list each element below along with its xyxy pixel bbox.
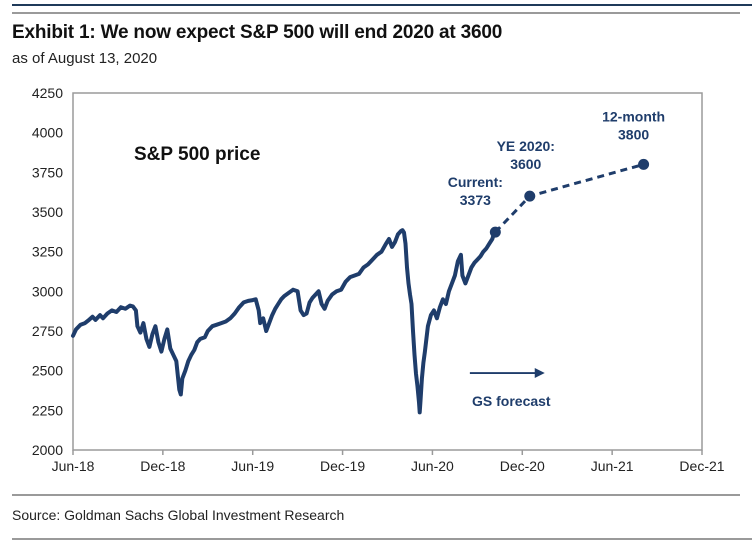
inner-chart-label: S&P 500 price <box>134 144 260 165</box>
x-tick-label: Dec-20 <box>500 458 545 474</box>
y-axis-labels: 2000 2250 2500 2750 3000 3250 3500 3750 4000 4250 <box>32 85 63 458</box>
x-tick-label: Jun-21 <box>591 458 634 474</box>
y-tick-label: 3500 <box>32 204 63 220</box>
top-rule-gray <box>12 12 740 14</box>
forecast-label: GS forecast <box>472 393 551 409</box>
annotation-label-current: 3373 <box>460 192 491 208</box>
y-tick-label: 4250 <box>32 85 63 101</box>
annotation-label-ye2020: YE 2020: <box>497 138 555 154</box>
y-tick-label: 2000 <box>32 442 63 458</box>
annotation-label-twelve-month: 12-month <box>602 108 665 124</box>
bottom-rule-1 <box>12 494 740 496</box>
x-tick-label: Jun-19 <box>231 458 274 474</box>
bottom-rule-2 <box>12 538 752 540</box>
y-tick-label: 3750 <box>32 164 63 180</box>
y-tick-label: 2500 <box>32 363 63 379</box>
source-note: Source: Goldman Sachs Global Investment … <box>12 507 345 523</box>
x-tick-label: Jun-20 <box>411 458 454 474</box>
plot-frame <box>72 92 703 451</box>
forecast-point-twelve-month <box>638 158 650 170</box>
y-tick-label: 2750 <box>32 323 63 339</box>
annotation-label-twelve-month: 3800 <box>618 126 649 142</box>
y-tick-label: 2250 <box>32 402 63 418</box>
y-tick-label: 4000 <box>32 125 63 141</box>
x-axis-labels: Jun-18 Dec-18 Jun-19 Dec-19 Jun-20 Dec-20 Jun-… <box>52 458 725 474</box>
exhibit-subtitle: as of August 13, 2020 <box>12 50 158 67</box>
x-tick-label: Dec-21 <box>679 458 724 474</box>
annotation-label-current: Current: <box>448 174 503 190</box>
forecast-line <box>494 162 645 234</box>
annotations-group: Current: 3373 YE 2020: 3600 12-month 3800 GS f… <box>448 108 665 409</box>
y-tick-label: 3000 <box>32 283 63 299</box>
forecast-point-current <box>489 226 501 238</box>
y-tick-label: 3250 <box>32 244 63 260</box>
x-tick-label: Dec-19 <box>320 458 365 474</box>
exhibit-title: Exhibit 1: We now expect S&P 500 will en… <box>12 22 503 43</box>
forecast-point-ye2020 <box>524 190 536 202</box>
axes <box>72 92 703 455</box>
series-group <box>71 162 645 415</box>
x-tick-label: Dec-18 <box>140 458 185 474</box>
forecast-arrow-icon <box>534 368 545 379</box>
top-rule-dark <box>12 4 752 6</box>
x-tick-label: Jun-18 <box>52 458 95 474</box>
annotation-label-ye2020: 3600 <box>510 156 541 172</box>
price-line <box>71 228 498 415</box>
